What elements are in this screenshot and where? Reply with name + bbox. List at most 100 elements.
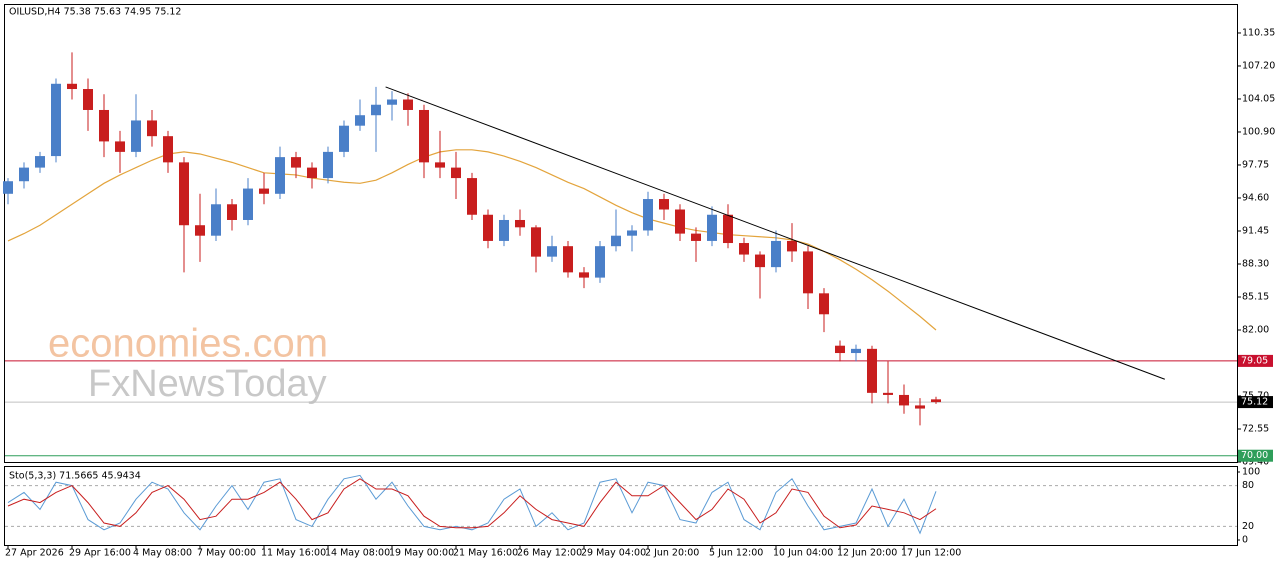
watermark: economies.com [48,322,328,366]
candle-body [563,246,573,273]
x-tick-label: 14 May 08:00 [325,548,390,559]
candle-body [515,219,525,228]
candle-body [51,83,61,157]
candle-body [755,254,765,268]
candle-body [867,348,877,393]
candle-body [851,348,861,354]
candle-body [115,141,125,152]
candle-body [675,209,685,234]
y-tick-label: 69.40 [1242,457,1269,468]
stoch-line [7,478,937,529]
level-label: 75.12 [1241,397,1268,408]
candle-body [835,345,845,354]
x-tick-label: 29 May 04:00 [581,548,646,559]
watermark: FxNewsToday [88,363,327,405]
x-tick-label: 2 Jun 20:00 [645,548,699,559]
x-tick-label: 27 Apr 2026 [5,548,64,559]
candle-body [35,156,45,168]
candle-body [291,157,301,168]
candle-body [67,83,77,90]
x-tick-label: 26 May 12:00 [517,548,582,559]
y-tick-label: 100 [1242,467,1260,478]
candle-body [179,162,189,226]
y-tick-label: 104.05 [1242,93,1275,104]
trendline [385,86,1165,380]
candle-body [659,199,669,210]
candle-body [883,392,893,395]
y-tick-label: 82.00 [1242,324,1269,335]
candle-body [499,219,509,241]
candle-body [691,233,701,241]
y-tick-label: 72.55 [1242,423,1269,434]
candle-body [611,235,621,247]
level-label-box [1238,449,1273,462]
x-tick-label: 17 Jun 12:00 [901,548,961,559]
y-tick-label: 107.20 [1242,60,1275,71]
x-tick-label: 11 May 16:00 [261,548,326,559]
candle-body [275,157,285,194]
candle-body [787,240,797,252]
candle-body [451,167,461,179]
candle-body [723,214,733,244]
candle-body [163,136,173,163]
level-label-box [1238,354,1273,367]
candle-body [819,293,829,315]
candle-body [547,246,557,257]
candle-body [899,394,909,406]
level-label: 79.05 [1241,355,1268,366]
candle-body [739,243,749,255]
candle-body [435,162,445,168]
candle-body [243,188,253,220]
candle-body [211,204,221,236]
candle-body [19,167,29,182]
level-label-box [1238,396,1273,409]
candle-body [419,109,429,163]
y-tick-label: 85.15 [1242,291,1269,302]
candle-body [99,109,109,142]
y-tick-label: 0 [1242,535,1248,546]
y-tick-label: 20 [1242,521,1254,532]
x-tick-label: 19 May 00:00 [389,548,454,559]
candle-body [259,188,269,194]
x-tick-label: 7 May 00:00 [197,548,256,559]
candle-body [131,120,141,152]
x-tick-label: 5 Jun 12:00 [709,548,763,559]
candle-body [771,240,781,268]
candle-body [83,89,93,110]
y-tick-label: 75.70 [1242,390,1269,401]
y-tick-label: 97.75 [1242,159,1269,170]
candle-body [371,104,381,116]
moving-average [7,149,937,331]
candle-body [3,181,13,194]
stoch-panel [4,466,1238,546]
x-tick-label: 12 Jun 20:00 [837,548,897,559]
candle-body [931,399,941,403]
indicator-title: Sto(5,3,3) 71.5665 45.9434 [9,471,141,482]
y-tick-label: 80 [1242,480,1254,491]
candle-body [403,99,413,110]
candle-body [643,199,653,231]
candle-body [707,214,717,241]
y-tick-label: 110.35 [1242,27,1275,38]
y-tick-label: 94.60 [1242,192,1269,203]
main-panel [4,4,1238,463]
candle-body [227,204,237,220]
candle-body [323,151,333,179]
x-tick-label: 21 May 16:00 [453,548,518,559]
x-tick-label: 29 Apr 16:00 [69,548,131,559]
candle-body [531,227,541,257]
candle-body [195,225,205,236]
candle-body [147,120,157,137]
candle-body [915,405,925,409]
chart-title: OILUSD,H4 75.38 75.63 74.95 75.12 [9,7,181,18]
y-tick-label: 91.45 [1242,225,1269,236]
y-tick-label: 88.30 [1242,258,1269,269]
candle-body [627,230,637,236]
candle-body [307,167,317,179]
x-tick-label: 4 May 08:00 [133,548,192,559]
candle-body [579,272,589,278]
candle-body [339,125,349,152]
